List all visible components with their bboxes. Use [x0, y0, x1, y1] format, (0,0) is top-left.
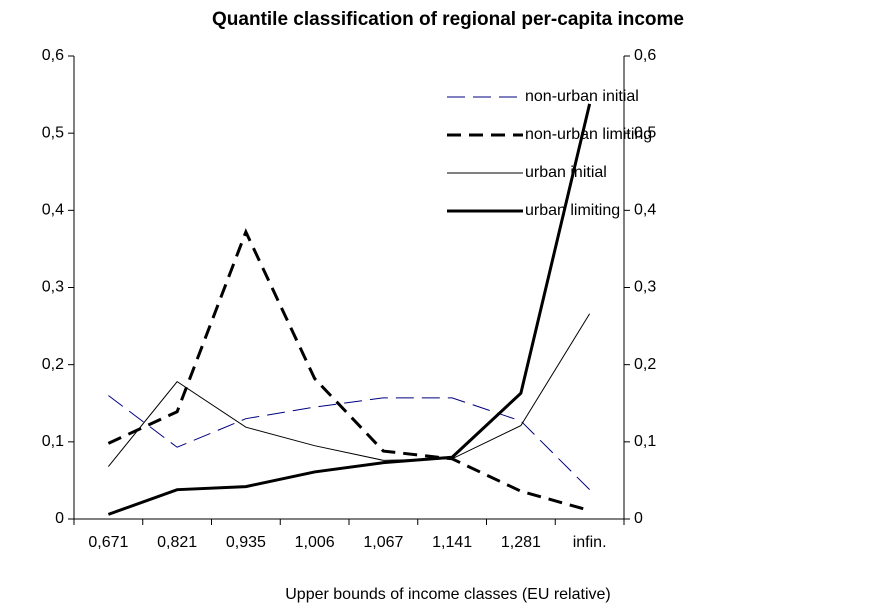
x-tick-label: 1,141	[432, 534, 472, 551]
x-tick-label: 0,821	[157, 534, 197, 551]
legend-label: urban initial	[525, 164, 607, 181]
legend-label: non-urban limiting	[525, 126, 652, 143]
y-tick-label: 0	[55, 510, 64, 527]
y-tick-label: 0,6	[42, 47, 64, 64]
y-tick-label: 0,4	[42, 202, 64, 219]
legend-label: urban limiting	[525, 202, 620, 219]
y2-tick-label: 0,5	[634, 124, 656, 141]
legend-label: non-urban initial	[525, 88, 639, 105]
series-line	[107, 228, 591, 512]
y2-tick-label: 0	[634, 510, 643, 527]
y-tick-label: 0,2	[42, 356, 64, 373]
y2-tick-label: 0,3	[634, 279, 656, 296]
x-tick-label: 1,067	[363, 534, 403, 551]
x-tick-label: infin.	[573, 534, 607, 551]
x-tick-label: 1,006	[295, 534, 335, 551]
y2-tick-label: 0,2	[634, 356, 656, 373]
series-line	[107, 313, 591, 467]
y-tick-label: 0,5	[42, 124, 64, 141]
y-tick-label: 0,1	[42, 433, 64, 450]
series-line	[107, 103, 592, 516]
chart-title: Quantile classification of regional per-…	[212, 9, 684, 30]
x-tick-label: 0,935	[226, 534, 266, 551]
x-tick-label: 0,671	[88, 534, 128, 551]
series-line	[108, 395, 590, 491]
y-tick-label: 0,3	[42, 279, 64, 296]
y2-tick-label: 0,1	[634, 433, 656, 450]
y2-tick-label: 0,4	[634, 202, 656, 219]
x-axis-title: Upper bounds of income classes (EU relat…	[285, 586, 610, 603]
x-tick-label: 1,281	[501, 534, 541, 551]
y2-tick-label: 0,6	[634, 47, 656, 64]
